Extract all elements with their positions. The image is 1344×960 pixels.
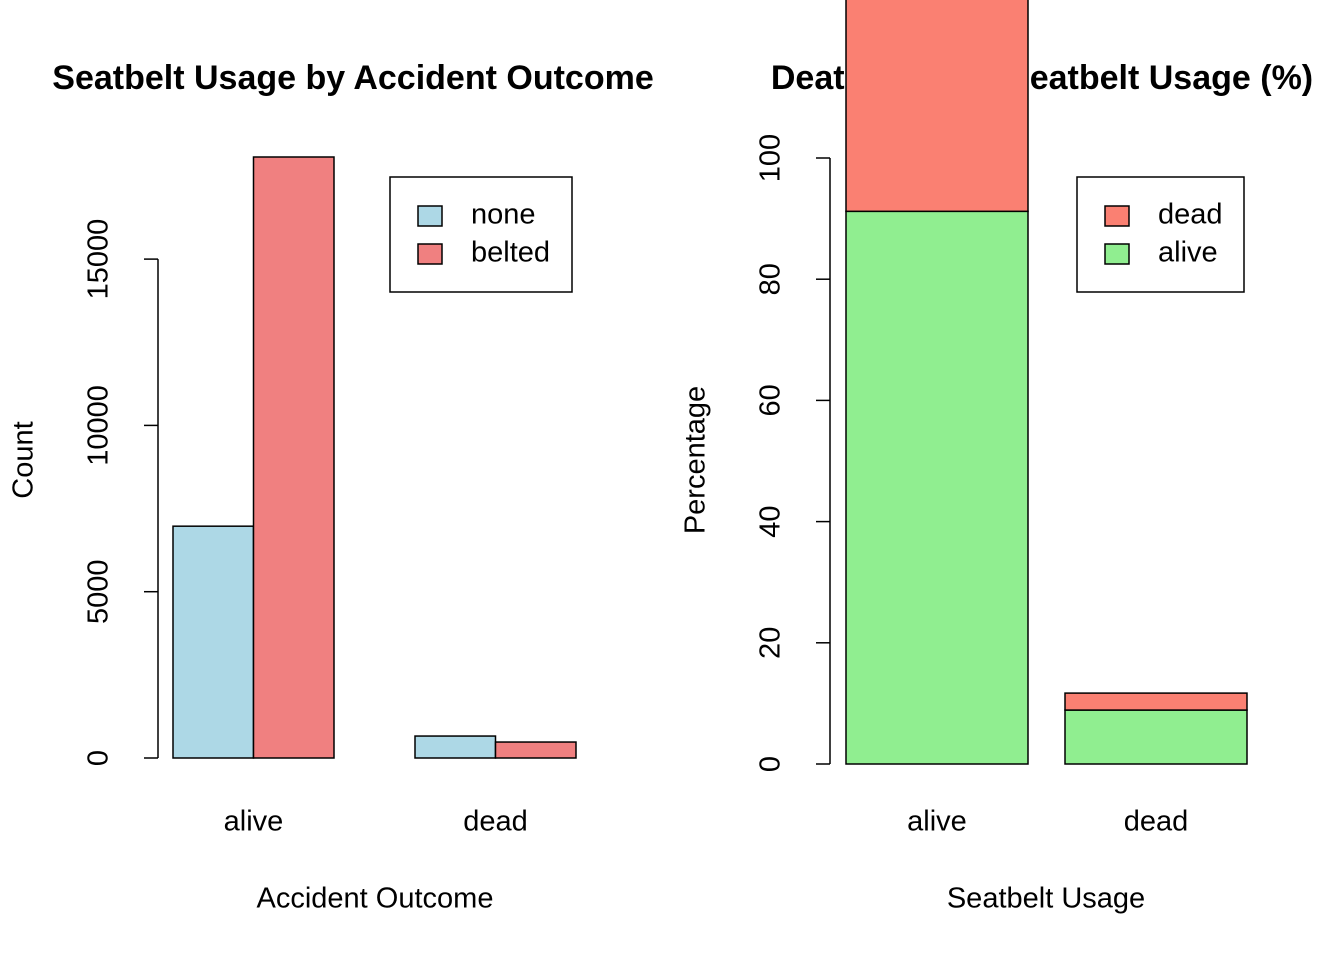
- legend-label: dead: [1158, 199, 1223, 231]
- bar: [1064, 709, 1248, 765]
- x-axis-title: Seatbelt Usage: [947, 883, 1145, 915]
- chart-title: Seatbelt Usage by Accident Outcome: [52, 59, 653, 97]
- legend-label: none: [471, 199, 536, 231]
- x-tick-label: dead: [1124, 806, 1189, 838]
- y-axis-title: Percentage: [680, 386, 712, 534]
- bar: [845, 0, 1029, 213]
- bar: [414, 735, 497, 759]
- legend-swatch: [1104, 243, 1130, 265]
- y-tick-label: 15000: [83, 219, 115, 300]
- bar: [494, 741, 577, 759]
- legend-box: [389, 176, 573, 293]
- y-tick-label: 20: [755, 627, 787, 659]
- y-tick-label: 0: [83, 750, 115, 766]
- x-tick-label: alive: [907, 806, 967, 838]
- bar: [252, 156, 335, 759]
- bar: [172, 525, 255, 759]
- legend-label: belted: [471, 237, 550, 269]
- y-tick-label: 60: [755, 384, 787, 416]
- y-tick-label: 5000: [83, 559, 115, 624]
- bar: [1064, 692, 1248, 711]
- legend-box: [1076, 176, 1245, 293]
- bar: [845, 210, 1029, 765]
- y-tick-label: 0: [755, 756, 787, 772]
- legend-swatch: [1104, 205, 1130, 227]
- legend-label: alive: [1158, 237, 1218, 269]
- x-tick-label: alive: [224, 806, 284, 838]
- legend-swatch: [417, 205, 443, 227]
- x-axis-title: Accident Outcome: [257, 883, 494, 915]
- y-tick-label: 10000: [83, 385, 115, 466]
- y-tick-label: 100: [755, 134, 787, 182]
- y-tick-label: 80: [755, 263, 787, 295]
- y-tick-label: 40: [755, 505, 787, 537]
- x-tick-label: dead: [463, 806, 528, 838]
- y-axis-title: Count: [8, 421, 40, 498]
- legend-swatch: [417, 243, 443, 265]
